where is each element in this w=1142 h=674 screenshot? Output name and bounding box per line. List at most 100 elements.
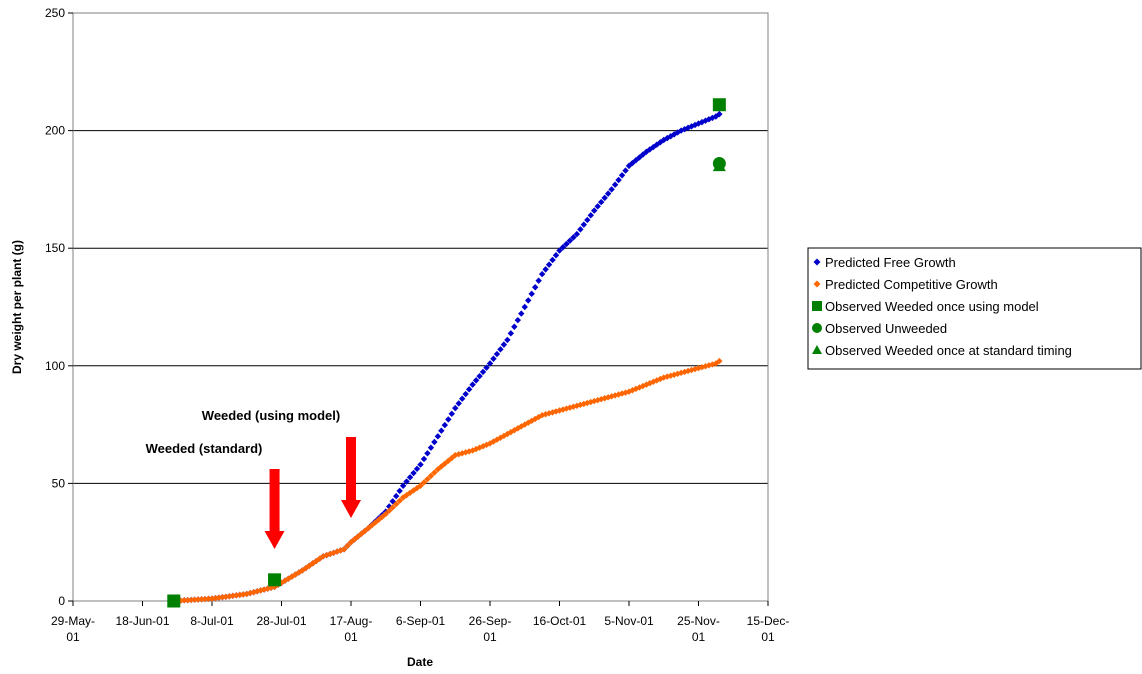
data-point <box>716 357 723 365</box>
data-point <box>472 377 480 384</box>
x-tick-label-line2: 01 <box>692 630 706 644</box>
data-point <box>688 123 695 130</box>
data-point <box>431 438 438 446</box>
x-tick-label: 15-Dec- <box>747 614 790 628</box>
annotation-0: Weeded (using model) <box>202 408 361 518</box>
data-point <box>268 573 282 587</box>
data-point <box>542 411 549 418</box>
data-point <box>497 346 504 353</box>
data-point <box>514 425 521 432</box>
data-point <box>326 550 334 558</box>
data-point <box>705 116 713 123</box>
data-point <box>493 350 501 358</box>
data-point <box>181 597 188 604</box>
data-point <box>420 479 428 486</box>
data-point <box>271 583 278 591</box>
data-point <box>389 504 396 511</box>
data-point <box>591 207 598 214</box>
y-tick-label: 0 <box>58 594 65 608</box>
data-point <box>222 593 230 600</box>
data-point <box>420 455 428 463</box>
data-point <box>611 392 619 399</box>
data-point <box>531 284 539 291</box>
data-point <box>479 368 487 376</box>
data-point <box>511 427 518 434</box>
data-point <box>525 419 532 426</box>
data-point <box>525 297 532 304</box>
legend-box <box>807 247 1142 370</box>
legend-item: Observed Weeded once using model <box>812 299 1039 314</box>
data-point <box>250 588 257 596</box>
data-point <box>351 536 358 543</box>
data-point <box>514 316 521 324</box>
data-point <box>427 444 435 451</box>
data-point <box>476 372 483 380</box>
x-tick-label: 28-Jul-01 <box>256 614 306 628</box>
data-point <box>379 513 386 520</box>
annotation-1: Weeded (standard) <box>146 441 285 549</box>
data-point <box>511 323 518 330</box>
data-point <box>344 542 351 549</box>
annotation-label: Weeded (using model) <box>202 408 340 423</box>
data-point <box>594 203 601 210</box>
data-point <box>392 500 400 508</box>
data-point <box>288 573 296 580</box>
data-point <box>716 110 723 118</box>
data-point <box>563 405 570 412</box>
data-point <box>424 450 431 457</box>
data-point <box>386 507 393 514</box>
data-point <box>632 157 640 164</box>
data-point <box>684 124 692 131</box>
data-point <box>667 372 674 379</box>
data-point <box>608 186 615 193</box>
series-4 <box>712 159 726 172</box>
data-point <box>490 355 497 362</box>
data-point <box>577 226 584 233</box>
data-point <box>594 396 601 404</box>
x-tick-label: 26-Sep- <box>469 614 512 628</box>
data-point <box>702 117 709 124</box>
data-point <box>646 146 654 153</box>
data-point <box>549 409 556 416</box>
legend-label: Observed Weeded once at standard timing <box>825 343 1072 358</box>
data-point <box>632 385 640 393</box>
data-point <box>399 482 407 489</box>
series-2 <box>167 98 726 608</box>
data-point <box>187 596 195 604</box>
data-point <box>507 330 515 337</box>
data-point <box>448 410 455 417</box>
data-point <box>636 154 643 161</box>
data-point <box>698 364 706 371</box>
data-point <box>382 510 389 518</box>
data-point <box>684 367 692 375</box>
data-point <box>236 591 243 599</box>
legend-marker <box>812 323 822 333</box>
x-tick-label-line2: 01 <box>761 630 775 644</box>
legend-label: Predicted Free Growth <box>825 255 956 270</box>
data-point <box>462 390 469 398</box>
data-point <box>611 181 619 188</box>
data-point <box>653 377 660 384</box>
x-tick-label: 8-Jul-01 <box>190 614 234 628</box>
data-point <box>521 303 528 311</box>
data-point <box>650 378 657 385</box>
data-point <box>194 596 202 603</box>
data-point <box>702 363 709 370</box>
x-tick-label: 6-Sep-01 <box>396 614 446 628</box>
x-axis-ticks: 29-May- 01 18-Jun-01 8-Jul-01 28-Jul-01 17-Au… <box>51 601 789 644</box>
data-point <box>299 567 306 574</box>
data-point <box>618 390 626 397</box>
data-point <box>670 371 678 378</box>
data-point <box>201 595 209 603</box>
annotation-arrow <box>341 437 361 518</box>
data-point <box>445 416 452 423</box>
data-point <box>584 216 591 224</box>
legend-marker <box>813 258 821 266</box>
data-point <box>580 221 588 228</box>
data-point <box>455 400 462 407</box>
data-point <box>465 386 473 393</box>
legend-item: Observed Weeded once at standard timing <box>812 343 1072 358</box>
data-point <box>636 384 643 391</box>
data-point <box>531 415 539 423</box>
